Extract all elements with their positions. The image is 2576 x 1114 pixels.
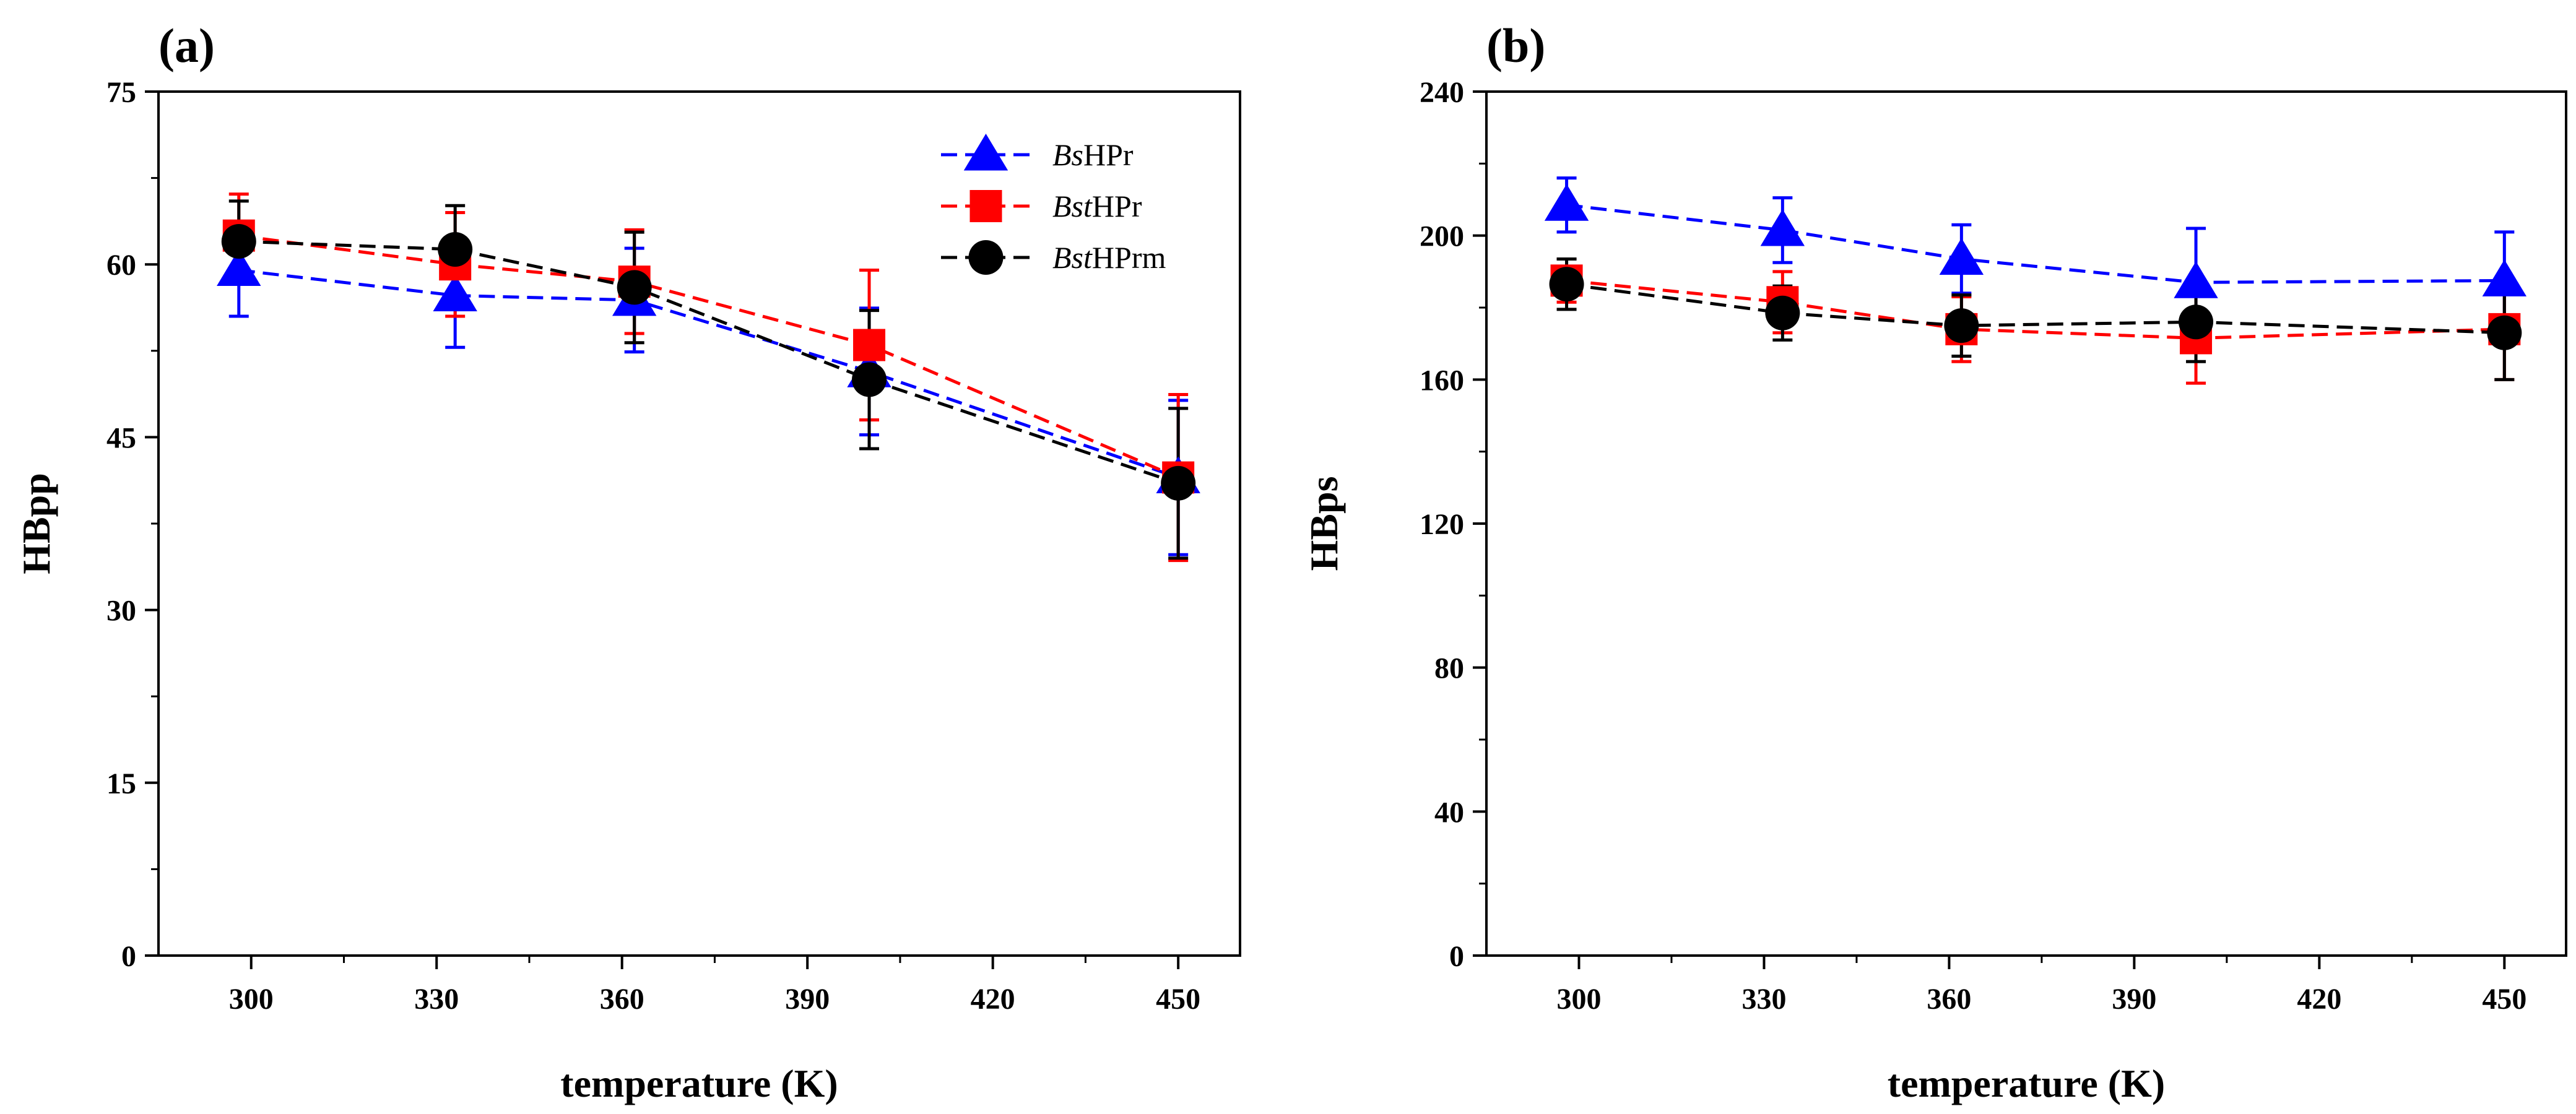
- data-point-BsHPr: [1544, 184, 1589, 221]
- x-tick-label: 330: [414, 983, 459, 1016]
- x-tick-label: 390: [2112, 983, 2156, 1016]
- data-point-BsHPr: [1760, 209, 1805, 246]
- x-tick-label: 360: [600, 983, 644, 1016]
- x-tick-label: 390: [785, 983, 830, 1016]
- x-axis-title: temperature (K): [560, 1061, 838, 1105]
- chart-panel-b: 300 330 360 390 420 450 0 40 80 120 160 200 240 tempe…: [1302, 19, 2567, 1105]
- legend-label-rest: HPr: [1083, 137, 1134, 172]
- y-tick-label: 60: [106, 249, 136, 282]
- y-tick-label: 120: [1420, 508, 1464, 541]
- chart-panel-a: 300 330 360 390 420 450 0 15 30 45 60 75 temperature…: [14, 19, 1241, 1105]
- x-tick-label: 420: [971, 983, 1015, 1016]
- data-point-BsHPr: [2482, 259, 2527, 296]
- x-tick-label: 300: [1556, 983, 1601, 1016]
- x-tick-label: 420: [2297, 983, 2341, 1016]
- y-tick-label: 30: [106, 595, 136, 628]
- y-axis-title: HBpp: [14, 473, 58, 574]
- data-point-BstHPrm: [1944, 308, 1979, 343]
- legend-label-BstHPrm: BstHPrm: [1052, 240, 1166, 275]
- legend-marker-BstHPr: [969, 190, 1002, 222]
- legend-marker-BstHPrm: [968, 240, 1004, 275]
- legend-label-BsHPr: BsHPr: [1052, 137, 1134, 172]
- legend-label-rest: HPrm: [1092, 240, 1166, 275]
- data-point-BstHPrm: [221, 223, 256, 259]
- y-tick-label: 80: [1434, 652, 1464, 685]
- x-tick-label: 450: [1156, 983, 1200, 1016]
- data-point-BstHPrm: [2179, 304, 2214, 340]
- legend-label-italic: Bst: [1052, 189, 1093, 223]
- legend-label-rest: HPr: [1092, 189, 1142, 223]
- data-point-BsHPr: [2174, 261, 2218, 298]
- data-point-BstHPrm: [852, 362, 887, 397]
- panel-label: (b): [1486, 19, 1545, 72]
- y-axis-title: HBps: [1302, 477, 1346, 571]
- legend-label-italic: Bst: [1052, 240, 1093, 275]
- y-tick-label: 45: [106, 421, 136, 454]
- panel-label: (a): [158, 19, 215, 72]
- legend-marker-BsHPr: [963, 134, 1008, 171]
- x-tick-label: 450: [2482, 983, 2526, 1016]
- y-tick-label: 75: [106, 76, 136, 109]
- series-line-BstHPrm: [1566, 282, 2505, 335]
- data-point-BstHPrm: [1765, 295, 1800, 330]
- y-tick-label: 0: [121, 940, 136, 973]
- series-line-BsHPr: [238, 269, 1179, 479]
- series-line-BstHPr: [238, 234, 1179, 479]
- y-tick-label: 200: [1420, 220, 1464, 253]
- data-point-BstHPrm: [1549, 267, 1584, 302]
- y-tick-label: 40: [1434, 796, 1464, 829]
- y-tick-label: 15: [106, 767, 136, 800]
- data-point-BstHPr: [853, 329, 886, 361]
- x-tick-label: 300: [229, 983, 274, 1016]
- data-point-BsHPr: [1939, 238, 1984, 275]
- data-point-BsHPr: [433, 274, 477, 311]
- data-point-BsHPr: [217, 249, 261, 287]
- x-tick-label: 360: [1927, 983, 1971, 1016]
- data-point-BstHPrm: [1161, 465, 1196, 501]
- data-point-BstHPrm: [617, 270, 652, 305]
- series-line-BstHPr: [1566, 278, 2505, 340]
- series-line-BstHPrm: [238, 240, 1179, 485]
- data-point-BstHPrm: [2487, 315, 2522, 350]
- legend-label-italic: Bs: [1052, 137, 1083, 172]
- y-tick-label: 160: [1420, 364, 1464, 397]
- x-tick-label: 330: [1741, 983, 1786, 1016]
- y-tick-label: 0: [1449, 940, 1464, 973]
- legend-label-BstHPr: BstHPr: [1052, 189, 1142, 223]
- x-axis-title: temperature (K): [1888, 1061, 2165, 1105]
- data-point-BstHPrm: [438, 232, 473, 267]
- y-tick-label: 240: [1420, 76, 1464, 109]
- series-line-BsHPr: [1566, 203, 2505, 284]
- plot-frame: [1485, 90, 2567, 957]
